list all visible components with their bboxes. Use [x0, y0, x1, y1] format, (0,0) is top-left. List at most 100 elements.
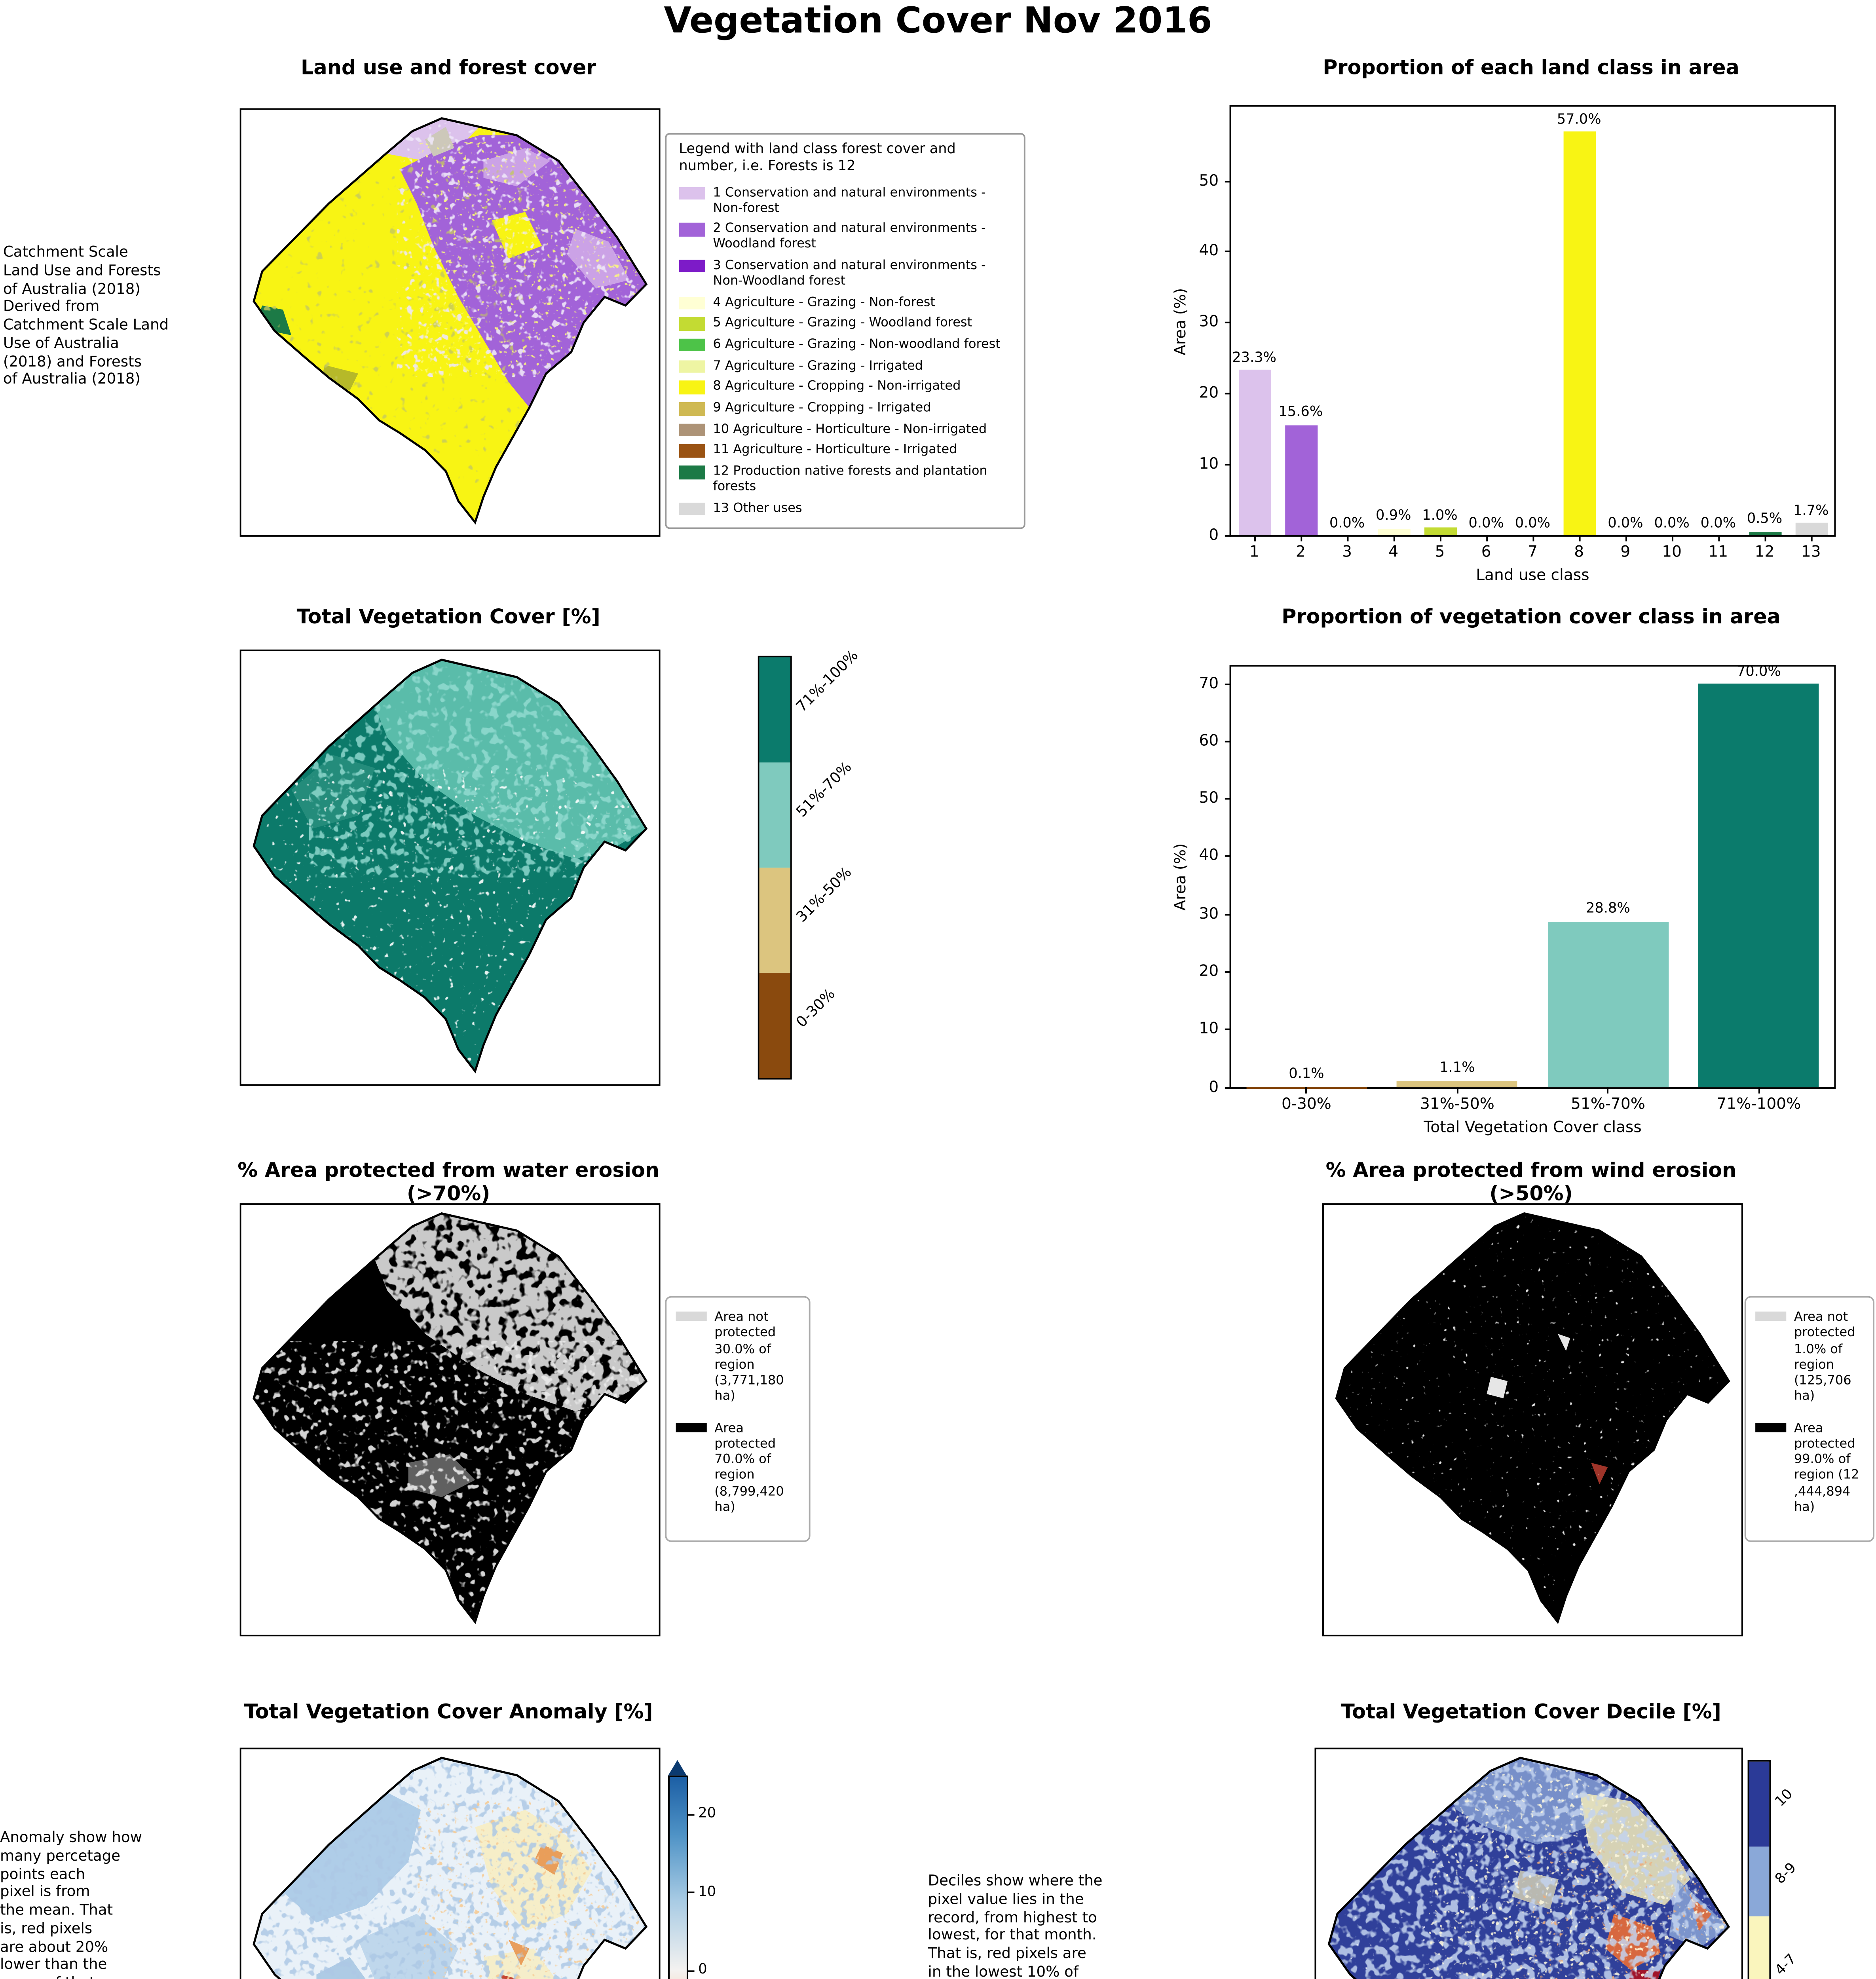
- bar-value-label: 70.0%: [1737, 665, 1781, 680]
- colorbar-label: 0-30%: [794, 986, 839, 1031]
- legend-item: 3 Conservation and natural environments …: [679, 256, 1011, 288]
- x-tick-mark: [1456, 1087, 1458, 1094]
- bar-value-label: 1.1%: [1439, 1062, 1475, 1077]
- map-anom-raster: [253, 1757, 648, 1979]
- legend-item: Area not protected 1.0% of region (125,7…: [1755, 1309, 1864, 1404]
- x-tick-mark: [1346, 535, 1348, 541]
- y-tick-label: 20: [1199, 963, 1219, 981]
- decile-caption: Deciles show where the pixel value lies …: [928, 1873, 1103, 1979]
- bar: [1698, 684, 1819, 1087]
- bar-value-label: 0.0%: [1515, 516, 1551, 532]
- bar: [1284, 424, 1317, 535]
- bar-value-label: 23.3%: [1232, 351, 1276, 367]
- y-tick-label: 50: [1199, 790, 1219, 808]
- bar: [1423, 528, 1456, 535]
- legend-label: Area protected 99.0% of region (12 ,444,…: [1794, 1419, 1859, 1514]
- bar-value-label: 0.1%: [1289, 1067, 1324, 1083]
- y-tick-label: 10: [1199, 456, 1219, 473]
- x-tick-label: 5: [1435, 544, 1445, 562]
- legend-swatch: [679, 223, 705, 236]
- anomaly-panel-title: Total Vegetation Cover Anomaly [%]: [244, 1701, 653, 1725]
- y-tick-mark: [1225, 251, 1231, 253]
- y-tick-mark: [1225, 1086, 1231, 1088]
- colorbar-segment: [1749, 1847, 1770, 1917]
- landclass-chart-title: Proportion of each land class in area: [1323, 57, 1739, 81]
- y-tick-mark: [1225, 534, 1231, 536]
- decile-panel-title: Total Vegetation Cover Decile [%]: [1341, 1701, 1721, 1725]
- y-tick-label: 0: [1209, 526, 1219, 544]
- x-tick-label: 71%-100%: [1717, 1096, 1801, 1114]
- landuse-legend: Legend with land class forest cover and …: [665, 133, 1025, 530]
- page-title: Vegetation Cover Nov 2016: [664, 1, 1212, 42]
- colorbar-label: 31%-50%: [794, 864, 856, 927]
- colorbar-gradient: [668, 1775, 688, 1979]
- vegclass-chart: Area (%) 0 10 20 30 40 50 60 70 0.1% 0-30% 1.1% 31%-…: [1173, 665, 1836, 1137]
- legend-swatch: [676, 1422, 707, 1432]
- x-tick-label: 0-30%: [1281, 1096, 1331, 1114]
- wind-erosion-map: [1322, 1203, 1743, 1637]
- y-tick-mark: [1225, 798, 1231, 800]
- legend-swatch: [1755, 1311, 1787, 1321]
- y-tick-mark: [1225, 1029, 1231, 1031]
- bar-value-label: 57.0%: [1557, 112, 1601, 128]
- legend-swatch: [679, 296, 705, 310]
- x-tick-mark: [1764, 535, 1766, 541]
- landclass-chart: Area (%) 0 10 20 30 40 50 23.3% 1 15.6% 2 0.0% 3 0.9%…: [1173, 105, 1836, 585]
- x-tick-mark: [1532, 535, 1534, 541]
- bar-value-label: 1.0%: [1422, 509, 1458, 524]
- y-tick-mark: [1225, 741, 1231, 743]
- y-tick-mark: [1225, 393, 1231, 395]
- bar-value-label: 15.6%: [1278, 405, 1323, 421]
- x-tick-mark: [1253, 535, 1255, 541]
- landuse-panel-title: Land use and forest cover: [301, 57, 596, 81]
- legend-swatch: [679, 402, 705, 416]
- x-tick-label: 7: [1527, 544, 1538, 562]
- legend-label: 1 Conservation and natural environments …: [713, 183, 986, 215]
- landuse-legend-items: 1 Conservation and natural environments …: [679, 183, 1011, 516]
- legend-item: Area not protected 30.0% of region (3,77…: [676, 1309, 800, 1404]
- landuse-map: [239, 108, 661, 537]
- legend-swatch: [676, 1311, 707, 1321]
- legend-item: 12 Production native forests and plantat…: [679, 463, 1011, 494]
- decile-colorbar: 108-94-72-31: [1747, 1760, 1800, 1979]
- y-tick-mark: [1225, 914, 1231, 915]
- x-tick-mark: [1485, 535, 1487, 541]
- legend-swatch: [679, 338, 705, 352]
- y-tick-mark: [1225, 180, 1231, 182]
- legend-label: 8 Agriculture - Cropping - Non-irrigated: [713, 378, 961, 393]
- legend-item: 4 Agriculture - Grazing - Non-forest: [679, 293, 1011, 310]
- legend-swatch: [679, 502, 705, 516]
- x-tick-label: 3: [1342, 544, 1352, 562]
- colorbar-label: 71%-100%: [794, 647, 862, 716]
- x-tick-mark: [1671, 535, 1673, 541]
- vegcover-panel-title: Total Vegetation Cover [%]: [296, 606, 600, 630]
- legend-label: Area not protected 30.0% of region (3,77…: [714, 1308, 784, 1404]
- anomaly-caption: Anomaly show how many percetage points e…: [0, 1829, 142, 1979]
- y-tick-label: 30: [1199, 314, 1219, 331]
- legend-item: 10 Agriculture - Horticulture - Non-irri…: [679, 420, 1011, 437]
- x-tick-label: 11: [1708, 544, 1728, 562]
- x-tick-mark: [1717, 535, 1719, 541]
- bar-value-label: 0.0%: [1700, 516, 1736, 532]
- bar-value-label: 0.9%: [1376, 509, 1411, 525]
- x-tick-label: 13: [1801, 544, 1821, 562]
- legend-item: 6 Agriculture - Grazing - Non-woodland f…: [679, 336, 1011, 352]
- colorbar-tick-label: 10: [698, 1884, 716, 1900]
- x-tick-label: 9: [1620, 544, 1631, 562]
- bar: [1794, 523, 1827, 535]
- y-tick-mark: [1225, 683, 1231, 685]
- colorbar-arrow-top: [668, 1760, 687, 1776]
- x-tick-label: 12: [1754, 544, 1775, 562]
- x-tick-label: 1: [1249, 544, 1259, 562]
- legend-swatch: [1755, 1422, 1787, 1432]
- map-water-raster: [253, 1212, 648, 1624]
- decile-map: [1314, 1747, 1743, 1979]
- legend-label: Area not protected 1.0% of region (125,7…: [1794, 1308, 1855, 1404]
- y-tick-label: 0: [1209, 1079, 1219, 1096]
- legend-label: 11 Agriculture - Horticulture - Irrigate…: [713, 441, 957, 457]
- y-tick-mark: [1225, 322, 1231, 324]
- bar: [1238, 370, 1271, 535]
- y-tick-label: 40: [1199, 848, 1219, 866]
